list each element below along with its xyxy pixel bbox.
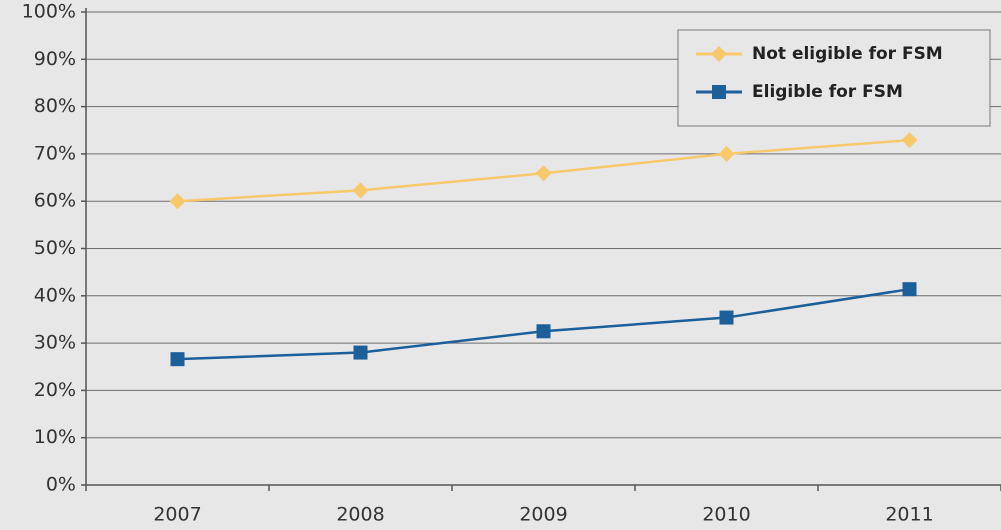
legend-label: Eligible for FSM [752,82,903,102]
y-tick-label: 70% [34,142,76,164]
y-tick-label: 40% [34,284,76,306]
legend-label: Not eligible for FSM [752,44,943,64]
x-tick-label: 2007 [153,504,201,526]
y-tick-label: 80% [34,95,76,117]
marker [711,46,727,62]
marker [353,345,368,360]
marker [719,310,734,325]
x-tick-label: 2011 [885,504,933,526]
y-tick-label: 0% [46,474,76,496]
y-tick-label: 90% [34,48,76,70]
marker [712,85,726,99]
y-tick-label: 60% [34,190,76,212]
y-tick-label: 50% [34,237,76,259]
y-tick-label: 100% [22,1,76,23]
y-tick-label: 10% [34,426,76,448]
marker [535,165,552,182]
x-tick-label: 2010 [702,504,750,526]
x-tick-label: 2008 [336,504,384,526]
x-tick-label: 2009 [519,504,567,526]
marker [718,145,735,162]
y-tick-label: 20% [34,379,76,401]
marker [902,282,917,297]
legend-box [677,29,991,127]
y-tick-label: 30% [34,332,76,354]
marker [169,193,186,210]
marker [536,324,551,339]
marker [352,182,369,199]
marker [901,132,918,149]
marker [170,352,185,367]
